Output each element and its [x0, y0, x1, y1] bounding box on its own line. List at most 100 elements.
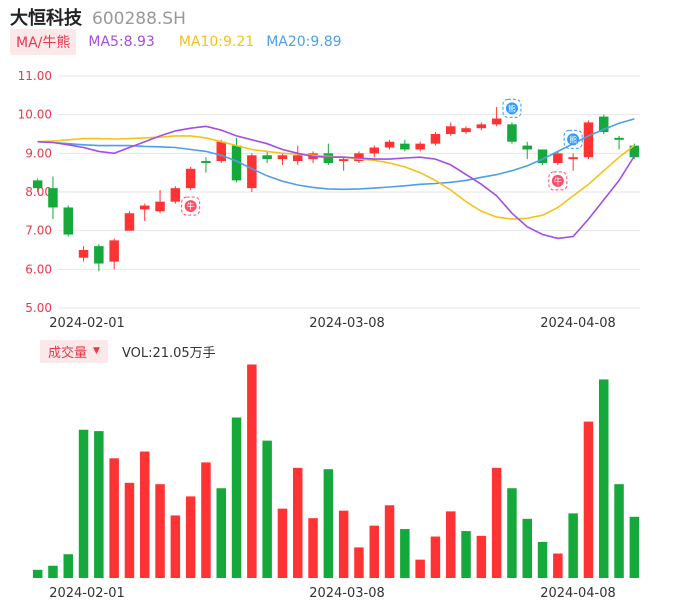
y-tick-label: 7.00	[25, 224, 52, 238]
candle-body	[262, 155, 272, 160]
candle-body	[369, 147, 379, 154]
candle-body	[109, 240, 119, 262]
ma5-line	[37, 125, 636, 240]
volume-bar	[247, 364, 257, 578]
candle-body	[140, 205, 150, 210]
candle-body	[522, 145, 532, 150]
ma20-label: MA20:9.89	[266, 34, 342, 50]
bear-marker-frame	[502, 98, 522, 118]
x-tick-label: 2024-02-01	[49, 586, 125, 601]
candle-body	[185, 168, 196, 189]
candle-body	[277, 155, 288, 160]
volume-bar	[277, 508, 288, 578]
volume-bar	[338, 510, 349, 578]
volume-bar	[109, 458, 119, 578]
bull-marker-frame	[181, 196, 201, 216]
candle-body	[553, 153, 563, 163]
x-tick-label: 2024-03-08	[309, 316, 385, 331]
ma-lines	[37, 118, 636, 240]
x-tick-label: 2024-02-01	[49, 316, 125, 331]
stock-name: 大恒科技	[10, 8, 82, 29]
candle-body	[63, 207, 73, 235]
volume-bar	[140, 451, 150, 578]
volume-bar	[400, 529, 410, 578]
candle-body	[583, 122, 594, 158]
stock-code: 600288.SH	[92, 9, 186, 29]
ma-legend: MA/牛熊 MA5:8.93 MA10:9.21 MA20:9.89	[10, 29, 342, 55]
price-axis-labels: 11.00 10.00 9.00 8.00 7.00 6.00 5.00	[18, 69, 52, 315]
bull-marker-label: 牛	[554, 176, 562, 186]
candle-body	[384, 141, 395, 148]
candle-body	[446, 126, 456, 134]
candle-body	[338, 159, 349, 162]
ma10-label: MA10:9.21	[178, 34, 255, 50]
y-tick-label: 10.00	[18, 108, 52, 122]
candle-body	[32, 180, 43, 189]
bull-marker-label: 牛	[187, 201, 195, 211]
volume-bar	[354, 547, 364, 578]
bull-marker-icon	[184, 200, 197, 213]
ma5-label: MA5:8.93	[88, 34, 155, 50]
volume-bar	[124, 482, 135, 578]
volume-bar	[48, 565, 58, 578]
volume-indicator-selector[interactable]: 成交量 ▼	[40, 339, 108, 363]
bull-marker-frame	[548, 171, 568, 191]
y-tick-label: 6.00	[25, 262, 52, 276]
candle-body	[216, 141, 226, 162]
candlesticks	[32, 106, 640, 272]
volume-bar	[308, 518, 318, 578]
bear-marker-icon	[567, 133, 580, 146]
volume-x-axis-labels: 2024-02-01 2024-03-08 2024-04-08	[49, 586, 616, 601]
candle-body	[461, 128, 471, 133]
volume-bar	[185, 496, 196, 578]
candle-body	[629, 145, 640, 158]
volume-bar	[262, 440, 272, 578]
candle-body	[599, 116, 609, 133]
volume-bar	[384, 505, 395, 578]
candle-body	[78, 250, 89, 258]
candle-body	[614, 137, 624, 140]
volume-bar	[522, 518, 532, 578]
volume-bar	[568, 513, 578, 578]
volume-bar	[583, 421, 594, 578]
candle-body	[354, 153, 364, 162]
volume-bars	[32, 364, 640, 578]
volume-selector-label: 成交量	[48, 345, 88, 361]
candle-body	[155, 201, 165, 212]
y-tick-label: 8.00	[25, 185, 52, 199]
ma-indicator-selector[interactable]: MA/牛熊	[10, 29, 77, 55]
bear-marker-icon	[505, 102, 518, 115]
y-tick-label: 11.00	[18, 69, 52, 83]
volume-bar	[507, 488, 517, 578]
volume-bar	[216, 488, 226, 578]
x-tick-label: 2024-04-08	[540, 316, 616, 331]
candle-body	[48, 188, 58, 208]
caret-down-icon: ▼	[93, 346, 100, 356]
volume-bar	[599, 379, 609, 578]
volume-bar	[430, 536, 441, 578]
volume-value: VOL:21.05万手	[121, 345, 216, 361]
volume-bar	[415, 559, 425, 578]
price-x-axis-labels: 2024-02-01 2024-03-08 2024-04-08	[49, 316, 616, 331]
volume-bar	[323, 469, 334, 578]
candle-body	[491, 118, 502, 125]
candle-body	[231, 145, 242, 181]
candle-body	[537, 149, 548, 163]
candle-body	[507, 124, 517, 142]
candle-body	[476, 124, 487, 129]
candle-body	[170, 188, 181, 202]
volume-bar	[78, 429, 89, 578]
price-grid	[58, 75, 640, 309]
volume-bar	[170, 515, 181, 578]
volume-bar	[94, 431, 104, 578]
volume-bar	[629, 516, 640, 578]
candle-body	[323, 153, 334, 163]
volume-bar	[537, 541, 548, 578]
x-tick-label: 2024-03-08	[309, 586, 385, 601]
candle-body	[568, 157, 578, 160]
bull-marker-icon	[551, 174, 564, 187]
candle-body	[124, 213, 135, 231]
volume-bar	[32, 569, 43, 578]
volume-legend: 成交量 ▼ VOL:21.05万手	[40, 339, 216, 363]
